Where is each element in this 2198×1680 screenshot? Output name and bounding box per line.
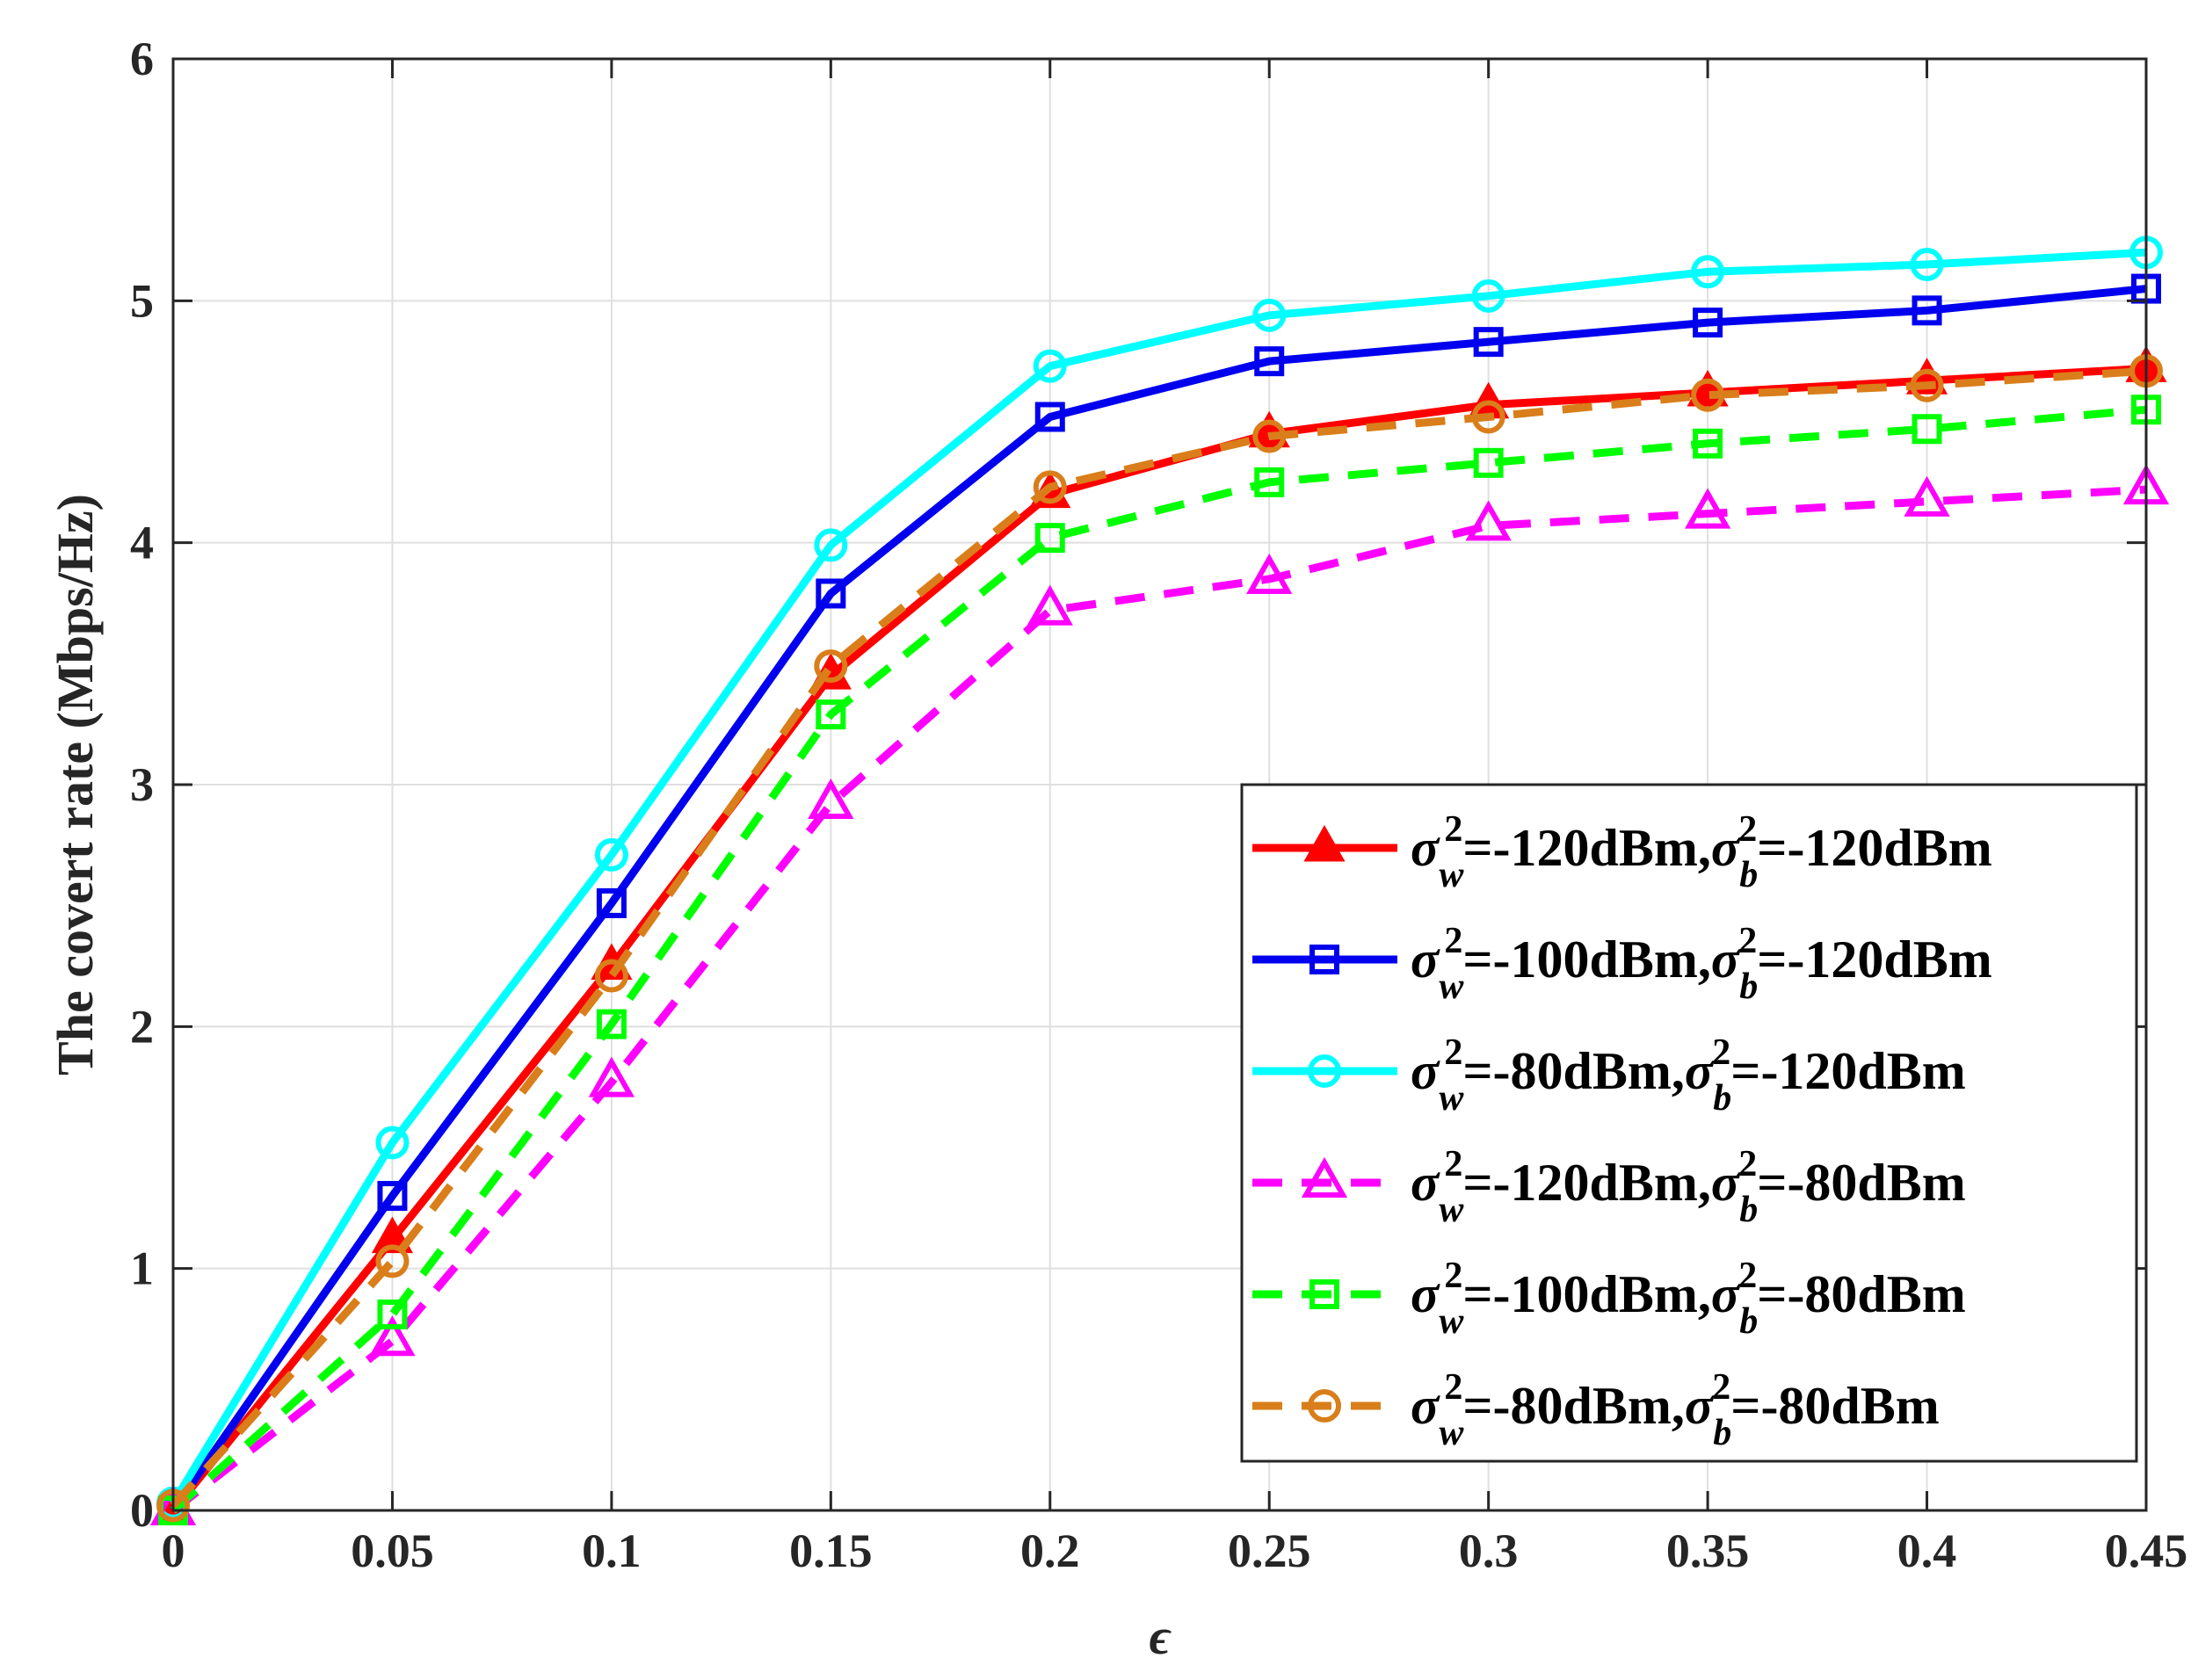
series-1-point bbox=[1911, 295, 1942, 326]
series-5-point bbox=[1691, 378, 1725, 412]
series-3-point bbox=[1246, 553, 1293, 594]
legend-label: σw2=-80dBm,σb2=-120dBm bbox=[1411, 1032, 1966, 1119]
series-1-point bbox=[1693, 308, 1723, 338]
x-tick-label: 0.45 bbox=[2105, 1524, 2188, 1577]
series-2-point bbox=[1910, 248, 1944, 282]
series-3-line bbox=[170, 485, 2147, 1514]
legend-entry: σw2=-80dBm,σb2=-120dBm bbox=[1252, 1032, 1966, 1119]
series-2-point bbox=[594, 837, 628, 872]
series-3-point bbox=[369, 1315, 416, 1357]
series-0-legend-marker bbox=[1303, 824, 1346, 862]
series-5-point bbox=[1033, 470, 1067, 504]
x-tick-label: 0 bbox=[162, 1524, 185, 1577]
legend-marker bbox=[1308, 1389, 1341, 1423]
y-tick-label: 4 bbox=[130, 517, 154, 569]
series-4-point bbox=[816, 699, 846, 730]
x-tick-label: 0.3 bbox=[1459, 1524, 1519, 1577]
series-3-point bbox=[1904, 475, 1950, 517]
series-5-point bbox=[1471, 400, 1505, 434]
series-1 bbox=[158, 273, 2161, 1525]
series-2-point bbox=[375, 1126, 410, 1160]
legend-entry: σw2=-120dBm,σb2=-80dBm bbox=[1252, 1144, 1966, 1230]
series-4-point bbox=[1254, 467, 1285, 497]
y-tick-label: 6 bbox=[130, 33, 154, 85]
x-tick-label: 0.15 bbox=[789, 1524, 873, 1577]
legend-entry: σw2=-100dBm,σb2=-120dBm bbox=[1252, 921, 1992, 1007]
y-tick-label: 3 bbox=[130, 758, 154, 811]
series-4-point bbox=[1693, 428, 1723, 459]
legend-label: σw2=-80dBm,σb2=-80dBm bbox=[1411, 1367, 1940, 1453]
legend-label: σw2=-120dBm,σb2=-80dBm bbox=[1411, 1144, 1966, 1230]
legend-entry: σw2=-80dBm,σb2=-80dBm bbox=[1252, 1367, 1940, 1453]
x-tick-label: 0.25 bbox=[1228, 1524, 1311, 1577]
y-tick-label: 2 bbox=[130, 1000, 154, 1053]
axis-ticks bbox=[171, 57, 2148, 1512]
series-4-line bbox=[170, 405, 2147, 1514]
y-tick-labels: 0 1 2 3 4 5 6 bbox=[130, 33, 154, 1537]
series-2-point bbox=[1691, 255, 1725, 289]
legend-entry: σw2=-120dBm,σb2=-120dBm bbox=[1252, 809, 1992, 895]
legend-label: σw2=-100dBm,σb2=-120dBm bbox=[1411, 921, 1992, 1007]
y-tick-label: 5 bbox=[130, 274, 154, 327]
series-3-point bbox=[588, 1056, 635, 1097]
series-1-point bbox=[1034, 402, 1065, 432]
series-5-point bbox=[375, 1244, 410, 1278]
series-2 bbox=[156, 235, 2163, 1520]
legend-label: σw2=-100dBm,σb2=-80dBm bbox=[1411, 1256, 1966, 1342]
legend-marker bbox=[1308, 1054, 1341, 1088]
y-axis-title: The covert rate (Mbps/Hz) bbox=[47, 494, 104, 1075]
y-tick-label: 1 bbox=[130, 1242, 154, 1295]
series-5-point bbox=[594, 959, 628, 993]
y-tick-label: 0 bbox=[130, 1484, 154, 1537]
legend: σw2=-120dBm,σb2=-120dBm σw2=-100dBm,σb2=-… bbox=[1240, 783, 2138, 1463]
legend-entry: σw2=-100dBm,σb2=-80dBm bbox=[1252, 1256, 1966, 1342]
x-axis-title: ϵ bbox=[1150, 1608, 1172, 1665]
series-4-point bbox=[377, 1299, 408, 1329]
series-2-point bbox=[1471, 279, 1505, 313]
series-4 bbox=[158, 395, 2161, 1525]
legend-marker bbox=[1301, 1156, 1348, 1198]
legend-marker bbox=[1309, 1279, 1339, 1309]
series-2-point bbox=[1033, 349, 1067, 383]
series-group bbox=[149, 235, 2170, 1525]
legend-label: σw2=-120dBm,σb2=-120dBm bbox=[1411, 809, 1992, 895]
series-5-point bbox=[814, 649, 848, 684]
series-2-point bbox=[1252, 298, 1287, 332]
legend-marker bbox=[1309, 945, 1339, 974]
series-5-point bbox=[1252, 419, 1287, 453]
series-1-point bbox=[596, 887, 627, 918]
series-2-point bbox=[814, 528, 848, 562]
series-3-point bbox=[1026, 584, 1073, 626]
x-tick-label: 0.4 bbox=[1897, 1524, 1957, 1577]
series-2-line bbox=[170, 248, 2147, 1506]
series-1-point bbox=[1254, 346, 1285, 377]
series-4-point bbox=[1473, 447, 1504, 478]
series-1-point bbox=[816, 578, 846, 609]
x-tick-labels: 0 0.05 0.1 0.15 0.2 0.25 0.3 0.35 0.4 0.45 bbox=[162, 1524, 2188, 1577]
x-tick-label: 0.2 bbox=[1020, 1524, 1080, 1577]
legend-box bbox=[1240, 783, 2138, 1463]
x-tick-label: 0.05 bbox=[351, 1524, 434, 1577]
series-1-point bbox=[377, 1181, 408, 1212]
series-1-line bbox=[170, 285, 2147, 1513]
x-tick-label: 0.35 bbox=[1666, 1524, 1750, 1577]
series-4-point bbox=[1034, 523, 1065, 554]
series-3-point bbox=[1684, 488, 1731, 529]
series-3-point bbox=[1465, 500, 1512, 541]
series-4-point bbox=[596, 1009, 627, 1039]
series-3-point bbox=[808, 778, 854, 820]
x-tick-label: 0.1 bbox=[582, 1524, 642, 1577]
series-5-point bbox=[1910, 368, 1944, 402]
series-4-point bbox=[1911, 414, 1942, 445]
series-1-point bbox=[1473, 327, 1504, 358]
series-5-line bbox=[170, 366, 2147, 1509]
